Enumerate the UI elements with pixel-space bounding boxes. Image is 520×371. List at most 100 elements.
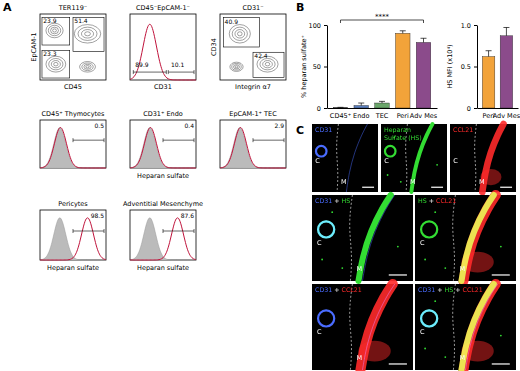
bar [354, 106, 369, 108]
scale-bar [492, 274, 510, 275]
contour [237, 32, 242, 36]
gate [253, 52, 284, 77]
micrograph: CMCD31 [312, 124, 378, 192]
channel [318, 195, 399, 281]
gate-value: 89.9 [135, 61, 149, 68]
speckle [331, 211, 333, 213]
panel-a: TER119⁻23.951.423.3EpCAM-1CD45CD45⁻EpCAM… [30, 4, 286, 272]
tick-label: Endo [353, 112, 369, 120]
image-title: Sulfate (HS) [384, 134, 422, 141]
tick-label: 0 [467, 105, 471, 113]
speckle [434, 211, 436, 213]
bar [482, 57, 494, 108]
plot-frame [40, 120, 106, 168]
error-bar [400, 31, 406, 33]
region-label: M [341, 178, 347, 186]
axis-title: CD45 [64, 83, 82, 91]
error-bar [503, 27, 509, 35]
histogram-curve [40, 128, 106, 168]
tick: 0.5 [461, 63, 477, 71]
histogram-curve [40, 218, 106, 260]
boundary [337, 124, 339, 192]
flow-plot: CD45⁻EpCAM-1⁻89.910.1CD31 [130, 4, 196, 91]
region-label: C [317, 328, 322, 336]
plot-area [482, 27, 512, 108]
tick-mark [324, 108, 327, 109]
gate [73, 138, 104, 142]
histogram-curve [130, 218, 196, 260]
speckle [500, 335, 502, 337]
error-bar [337, 107, 343, 108]
tick: Endo [353, 108, 369, 120]
plot-title: Pericytes [58, 200, 88, 208]
scale-bar [500, 187, 512, 188]
contour [235, 30, 245, 39]
gate-value: 98.5 [91, 212, 105, 219]
region-label: M [479, 178, 485, 186]
plot-title: CD45⁺ Thymocytes [42, 110, 106, 118]
region-label: M [459, 354, 465, 362]
gate [223, 17, 259, 47]
title-part: CCL21 [453, 126, 473, 133]
error-bar [358, 103, 364, 105]
region-label: C [317, 239, 322, 247]
image-title: CD31 + HS + CCL21 [418, 286, 483, 293]
vessel-signal [358, 195, 390, 281]
contour [53, 29, 57, 32]
significance: **** [375, 13, 390, 21]
panel-label: A [3, 1, 12, 14]
speckle [500, 246, 502, 248]
region-label: C [315, 157, 320, 165]
gate [163, 229, 194, 233]
histogram-curve [130, 24, 196, 80]
tick-label: 100 [309, 22, 321, 30]
gate [168, 70, 194, 74]
tick: Adv Mes [493, 108, 520, 120]
micrograph: CMCCL21 [450, 124, 516, 192]
gate [42, 17, 70, 45]
title-part: CD31 [315, 286, 332, 293]
gate-value: 40.9 [225, 18, 239, 25]
title-part: CCL21 [463, 286, 483, 293]
contour [46, 23, 63, 38]
gate-value: 23.3 [43, 50, 57, 57]
histogram-curve [130, 128, 196, 168]
vessel-ring [421, 221, 437, 237]
contour [51, 61, 60, 68]
contour [82, 63, 93, 71]
title-part: CD31 [418, 286, 435, 293]
x-axis: CD45⁺EndoTECPeriAdv Mes [328, 108, 438, 120]
tick-mark [474, 67, 477, 68]
tick-mark [324, 25, 327, 26]
region-signal [461, 341, 493, 362]
speckle [436, 164, 438, 166]
image-title: CD31 + HS [315, 197, 350, 204]
tick-label: 1.0 [461, 22, 471, 30]
gate [253, 138, 284, 142]
flow-histogram: CD45⁺ Thymocytes0.5 [40, 110, 106, 168]
title-part: + [332, 286, 341, 293]
speckle [321, 259, 323, 261]
tick-label: 0.5 [461, 63, 471, 71]
y-axis: 050100 [309, 22, 328, 113]
y-axis: 0 0.5 1.0 [461, 22, 478, 113]
axis-title: Heparan sulfate [47, 264, 99, 272]
plot-frame [130, 14, 196, 80]
image-background [450, 124, 516, 192]
gate [133, 70, 166, 74]
scale-bar [389, 274, 407, 275]
vessel-ring [318, 221, 334, 237]
channel [421, 195, 502, 281]
axis-title: Integrin α7 [235, 83, 271, 91]
region-label: M [410, 178, 416, 186]
tick: 0 [467, 105, 477, 113]
tick-label: Adv Mes [410, 112, 438, 120]
axis-title: CD31 [154, 83, 172, 91]
contour [260, 58, 275, 69]
vessel-ring [316, 146, 327, 157]
tick-label: 0 [317, 105, 321, 113]
channel [421, 284, 502, 370]
contour [263, 61, 273, 68]
axis-title: % heparan sulfate⁺ [300, 35, 308, 98]
channel [461, 284, 495, 370]
